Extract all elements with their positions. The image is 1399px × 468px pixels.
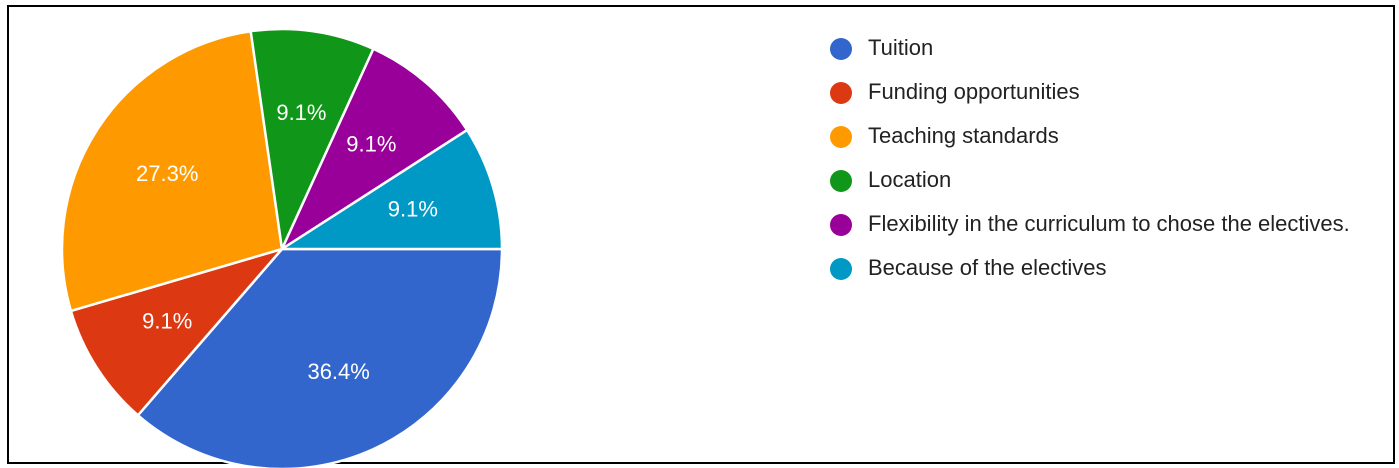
legend-item-4: Flexibility in the curriculum to chose t… <box>822 209 1388 239</box>
pie-slice-4 <box>280 47 469 251</box>
legend-label-0: Tuition <box>868 35 934 60</box>
pie-slice-2 <box>60 29 284 313</box>
pie-slice-5 <box>280 128 504 251</box>
slice-label-3: 9.1% <box>276 100 326 125</box>
legend-label-1: Funding opportunities <box>868 79 1080 104</box>
legend: Tuition Funding opportunities Teaching sta… <box>822 33 1388 297</box>
legend-swatch-0 <box>830 38 852 60</box>
slice-label-5: 9.1% <box>388 196 438 221</box>
pie-slice-3 <box>249 27 375 251</box>
slice-label-0: 36.4% <box>307 359 369 384</box>
legend-label-4: Flexibility in the curriculum to chose t… <box>868 211 1350 236</box>
legend-label-5: Because of the electives <box>868 255 1107 280</box>
pie-slice-0 <box>136 247 504 468</box>
legend-item-1: Funding opportunities <box>822 77 1388 107</box>
pie-labels: 36.4% 9.1% 27.3% 9.1% 9.1% 9.1% <box>136 100 438 384</box>
slice-label-2: 27.3% <box>136 161 198 186</box>
legend-swatch-4 <box>830 214 852 236</box>
legend-swatch-5 <box>830 258 852 280</box>
slice-label-4: 9.1% <box>346 132 396 157</box>
legend-label-2: Teaching standards <box>868 123 1059 148</box>
legend-item-0: Tuition <box>822 33 1388 63</box>
slice-label-1: 9.1% <box>142 309 192 334</box>
legend-label-3: Location <box>868 167 952 192</box>
pie-slices <box>60 27 504 468</box>
legend-swatch-1 <box>830 82 852 104</box>
legend-item-3: Location <box>822 165 1388 195</box>
legend-item-5: Because of the electives <box>822 253 1388 283</box>
legend-item-2: Teaching standards <box>822 121 1388 151</box>
legend-swatch-2 <box>830 126 852 148</box>
pie-slice-1 <box>69 247 284 417</box>
legend-swatch-3 <box>830 170 852 192</box>
